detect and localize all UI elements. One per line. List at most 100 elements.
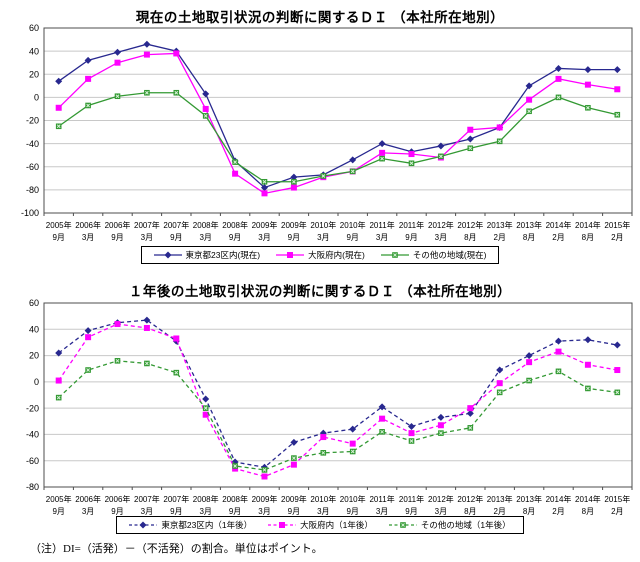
current-di-chart-plot: 60 40 20 0 -20 -40 -60 -80 -100 2005年 9月 2006年 3月 200… xyxy=(21,23,633,242)
other-series-marker-icon xyxy=(388,522,417,528)
data-point-cross xyxy=(203,114,208,118)
data-point-cross xyxy=(468,146,473,151)
osaka-series-marker-icon xyxy=(268,522,297,528)
x-axis-year-label: 2006年 xyxy=(105,494,131,504)
data-point xyxy=(143,40,151,48)
y-axis-tick-label: 20 xyxy=(29,69,39,79)
data-point-cross xyxy=(350,169,355,174)
x-axis-year-label: 2014年 xyxy=(546,220,572,230)
data-point-cross xyxy=(233,464,237,468)
data-point xyxy=(584,66,592,74)
data-point xyxy=(525,82,533,90)
data-point xyxy=(261,190,268,197)
data-point xyxy=(55,349,63,357)
x-axis-month-label: 3月 xyxy=(376,233,388,242)
y-axis-tick-label: 0 xyxy=(34,377,39,387)
data-point xyxy=(466,135,474,143)
x-axis-month-label: 9月 xyxy=(288,233,300,242)
oneyear-di-chart-title: １年後の土地取引状況の判断に関するＤＩ （本社所在地別） xyxy=(128,284,512,299)
data-point xyxy=(525,352,533,360)
x-axis-month-label: 9月 xyxy=(52,233,64,242)
x-axis-year-label: 2015年 xyxy=(604,494,630,504)
data-point-cross xyxy=(56,395,61,400)
x-axis-month-label: 2月 xyxy=(611,507,623,515)
tokyo23-series-marker-icon xyxy=(153,251,182,259)
data-point xyxy=(467,405,474,412)
oneyear-di-chart-plot: 60 40 20 0 -20 -40 -60 -80 2005年 9月 2006年 3月 2006年 9月… xyxy=(26,298,633,515)
x-axis-month-label: 3月 xyxy=(435,507,447,515)
x-axis-month-label: 8月 xyxy=(523,233,535,242)
data-point xyxy=(320,434,327,441)
data-point xyxy=(584,81,591,88)
data-point-cross xyxy=(556,95,561,100)
data-point-cross xyxy=(380,429,384,434)
data-point xyxy=(202,411,209,418)
data-point xyxy=(555,337,562,345)
y-axis-tick-label: 40 xyxy=(29,324,39,334)
legend-marker xyxy=(139,521,147,529)
x-axis-month-label: 3月 xyxy=(141,507,153,515)
x-axis-year-label: 2011年 xyxy=(399,220,424,230)
data-point xyxy=(114,59,121,66)
data-point xyxy=(290,173,298,181)
data-point xyxy=(173,50,180,57)
x-axis-month-label: 9月 xyxy=(346,233,358,242)
x-axis-month-label: 9月 xyxy=(229,233,241,242)
x-axis-year-label: 2009年 xyxy=(281,494,307,504)
data-point xyxy=(614,86,621,93)
x-axis-month-label: 3月 xyxy=(317,507,329,515)
legend-label: 大阪府内（1年後） xyxy=(300,520,373,530)
data-point xyxy=(349,425,357,433)
x-axis-month-label: 3月 xyxy=(258,233,270,242)
x-axis-year-label: 2012年 xyxy=(428,494,454,504)
data-point-cross xyxy=(262,468,267,472)
data-point xyxy=(143,51,150,58)
data-point xyxy=(202,105,209,112)
legend-item-osaka-oneyear: 大阪府内（1年後） xyxy=(268,519,373,531)
x-axis-month-label: 2月 xyxy=(611,233,623,242)
data-point-cross xyxy=(56,124,61,129)
x-axis-year-label: 2007年 xyxy=(134,494,160,504)
data-point xyxy=(408,430,415,437)
data-point xyxy=(55,104,62,111)
data-point-cross xyxy=(615,390,620,395)
x-axis-month-label: 9月 xyxy=(288,507,300,515)
legend-item-tokyo23-oneyear: 東京都23区内（1年後） xyxy=(129,519,252,531)
y-axis-tick-label: -80 xyxy=(26,482,39,492)
data-point xyxy=(613,66,621,74)
data-point xyxy=(555,348,562,355)
data-point xyxy=(466,409,474,417)
x-axis-month-label: 9月 xyxy=(52,507,64,515)
x-axis-year-label: 2014年 xyxy=(575,220,601,230)
data-point-cross xyxy=(262,179,267,184)
legend-item-other-oneyear: その他の地域（1年後） xyxy=(388,519,511,531)
data-point-cross xyxy=(556,369,561,374)
legend-label: その他の地域（1年後） xyxy=(420,520,511,530)
data-point-cross xyxy=(145,90,149,95)
data-point xyxy=(202,90,210,98)
x-axis-month-label: 9月 xyxy=(229,507,241,515)
data-point xyxy=(378,140,386,148)
data-point-cross xyxy=(115,358,120,363)
data-point xyxy=(290,184,297,191)
data-point-cross xyxy=(174,370,179,375)
data-point xyxy=(84,56,92,64)
data-point-cross xyxy=(350,449,355,454)
data-point-cross xyxy=(292,456,296,460)
legend-item-osaka-current: 大阪府内(現在) xyxy=(276,249,365,261)
data-point xyxy=(496,366,504,374)
data-point-cross xyxy=(497,139,502,144)
x-axis-month-label: 9月 xyxy=(170,507,182,515)
footnote: （注）DI=（活発）－（不活発）の割合。単位はポイント。 xyxy=(30,543,323,555)
y-axis-tick-label: 40 xyxy=(29,46,39,56)
legend-item-tokyo23-current: 東京都23区内(現在) xyxy=(153,249,260,261)
data-point-cross xyxy=(380,156,384,161)
legend-label: 東京都23区内（1年後） xyxy=(161,520,253,530)
x-axis-year-label: 2012年 xyxy=(428,220,454,230)
x-axis-year-label: 2006年 xyxy=(75,494,101,504)
tokyo23-series-marker-icon xyxy=(129,521,158,529)
x-axis-month-label: 9月 xyxy=(170,233,182,242)
data-point-cross xyxy=(468,426,473,430)
data-point xyxy=(437,413,445,421)
